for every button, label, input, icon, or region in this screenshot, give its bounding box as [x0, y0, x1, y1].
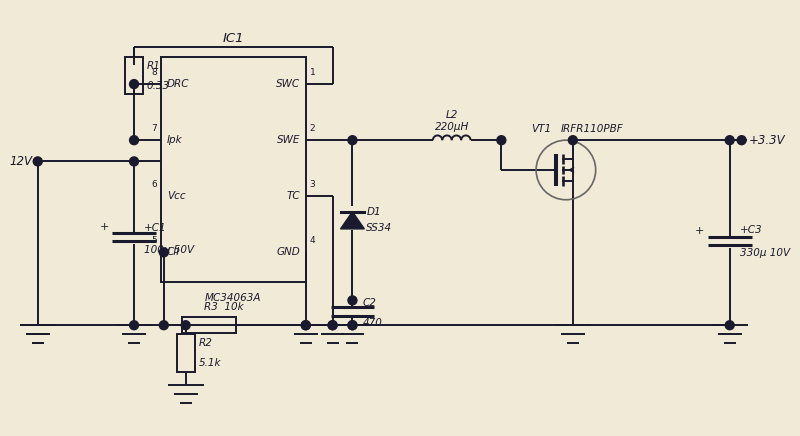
- Bar: [161, 57, 306, 282]
- Circle shape: [497, 136, 506, 145]
- Text: 8: 8: [151, 68, 157, 77]
- Text: Ipk: Ipk: [166, 135, 182, 145]
- Circle shape: [130, 136, 138, 145]
- Text: 0.33: 0.33: [147, 81, 170, 91]
- Text: CII: CII: [166, 247, 180, 257]
- Text: Vcc: Vcc: [166, 191, 186, 201]
- Text: SS34: SS34: [366, 223, 393, 233]
- Text: DRC: DRC: [166, 79, 190, 89]
- Circle shape: [130, 80, 138, 89]
- Text: VT1: VT1: [531, 124, 551, 134]
- Text: 220μH: 220μH: [434, 122, 469, 132]
- Text: 330μ 10V: 330μ 10V: [740, 248, 790, 258]
- Text: 4: 4: [310, 236, 315, 245]
- Text: +C3: +C3: [740, 225, 762, 235]
- Circle shape: [568, 136, 578, 145]
- Text: C2: C2: [362, 298, 376, 308]
- Circle shape: [328, 321, 337, 330]
- Polygon shape: [341, 212, 364, 229]
- Text: MC34063A: MC34063A: [205, 293, 262, 303]
- Text: IC1: IC1: [222, 32, 244, 45]
- Text: 5: 5: [151, 236, 157, 245]
- Circle shape: [348, 321, 357, 330]
- Circle shape: [302, 321, 310, 330]
- Bar: [125, 57, 143, 95]
- Text: R2: R2: [198, 338, 213, 348]
- Text: SWE: SWE: [277, 135, 300, 145]
- Text: +: +: [695, 226, 705, 236]
- Text: 6: 6: [151, 181, 157, 189]
- Circle shape: [130, 321, 138, 330]
- Text: +: +: [99, 222, 109, 232]
- Text: 3: 3: [310, 181, 315, 189]
- Text: 1: 1: [310, 68, 315, 77]
- Text: L2: L2: [446, 110, 458, 120]
- Circle shape: [181, 321, 190, 330]
- Circle shape: [726, 136, 734, 145]
- Circle shape: [348, 321, 357, 330]
- Text: 2: 2: [310, 124, 315, 133]
- Circle shape: [159, 321, 168, 330]
- Text: R3  10k: R3 10k: [204, 302, 244, 312]
- Text: SWC: SWC: [276, 79, 300, 89]
- Text: D1: D1: [366, 208, 381, 218]
- Bar: [182, 317, 236, 333]
- Text: +C1: +C1: [144, 223, 166, 233]
- Text: 5.1k: 5.1k: [198, 358, 221, 368]
- Circle shape: [328, 321, 337, 330]
- Bar: [177, 334, 194, 372]
- Text: 100μ 50V: 100μ 50V: [144, 245, 194, 255]
- Text: R1: R1: [147, 61, 161, 71]
- Text: IRFR110PBF: IRFR110PBF: [561, 124, 624, 134]
- Circle shape: [130, 157, 138, 166]
- Circle shape: [348, 136, 357, 145]
- Text: +3.3V: +3.3V: [749, 134, 785, 146]
- Circle shape: [726, 321, 734, 330]
- Text: GND: GND: [276, 247, 300, 257]
- Circle shape: [302, 321, 310, 330]
- Circle shape: [348, 296, 357, 305]
- Text: 7: 7: [151, 124, 157, 133]
- Circle shape: [737, 136, 746, 145]
- Text: 470: 470: [362, 318, 382, 328]
- Circle shape: [159, 248, 168, 257]
- Text: TC: TC: [286, 191, 300, 201]
- Circle shape: [34, 157, 42, 166]
- Text: 12V: 12V: [10, 155, 33, 168]
